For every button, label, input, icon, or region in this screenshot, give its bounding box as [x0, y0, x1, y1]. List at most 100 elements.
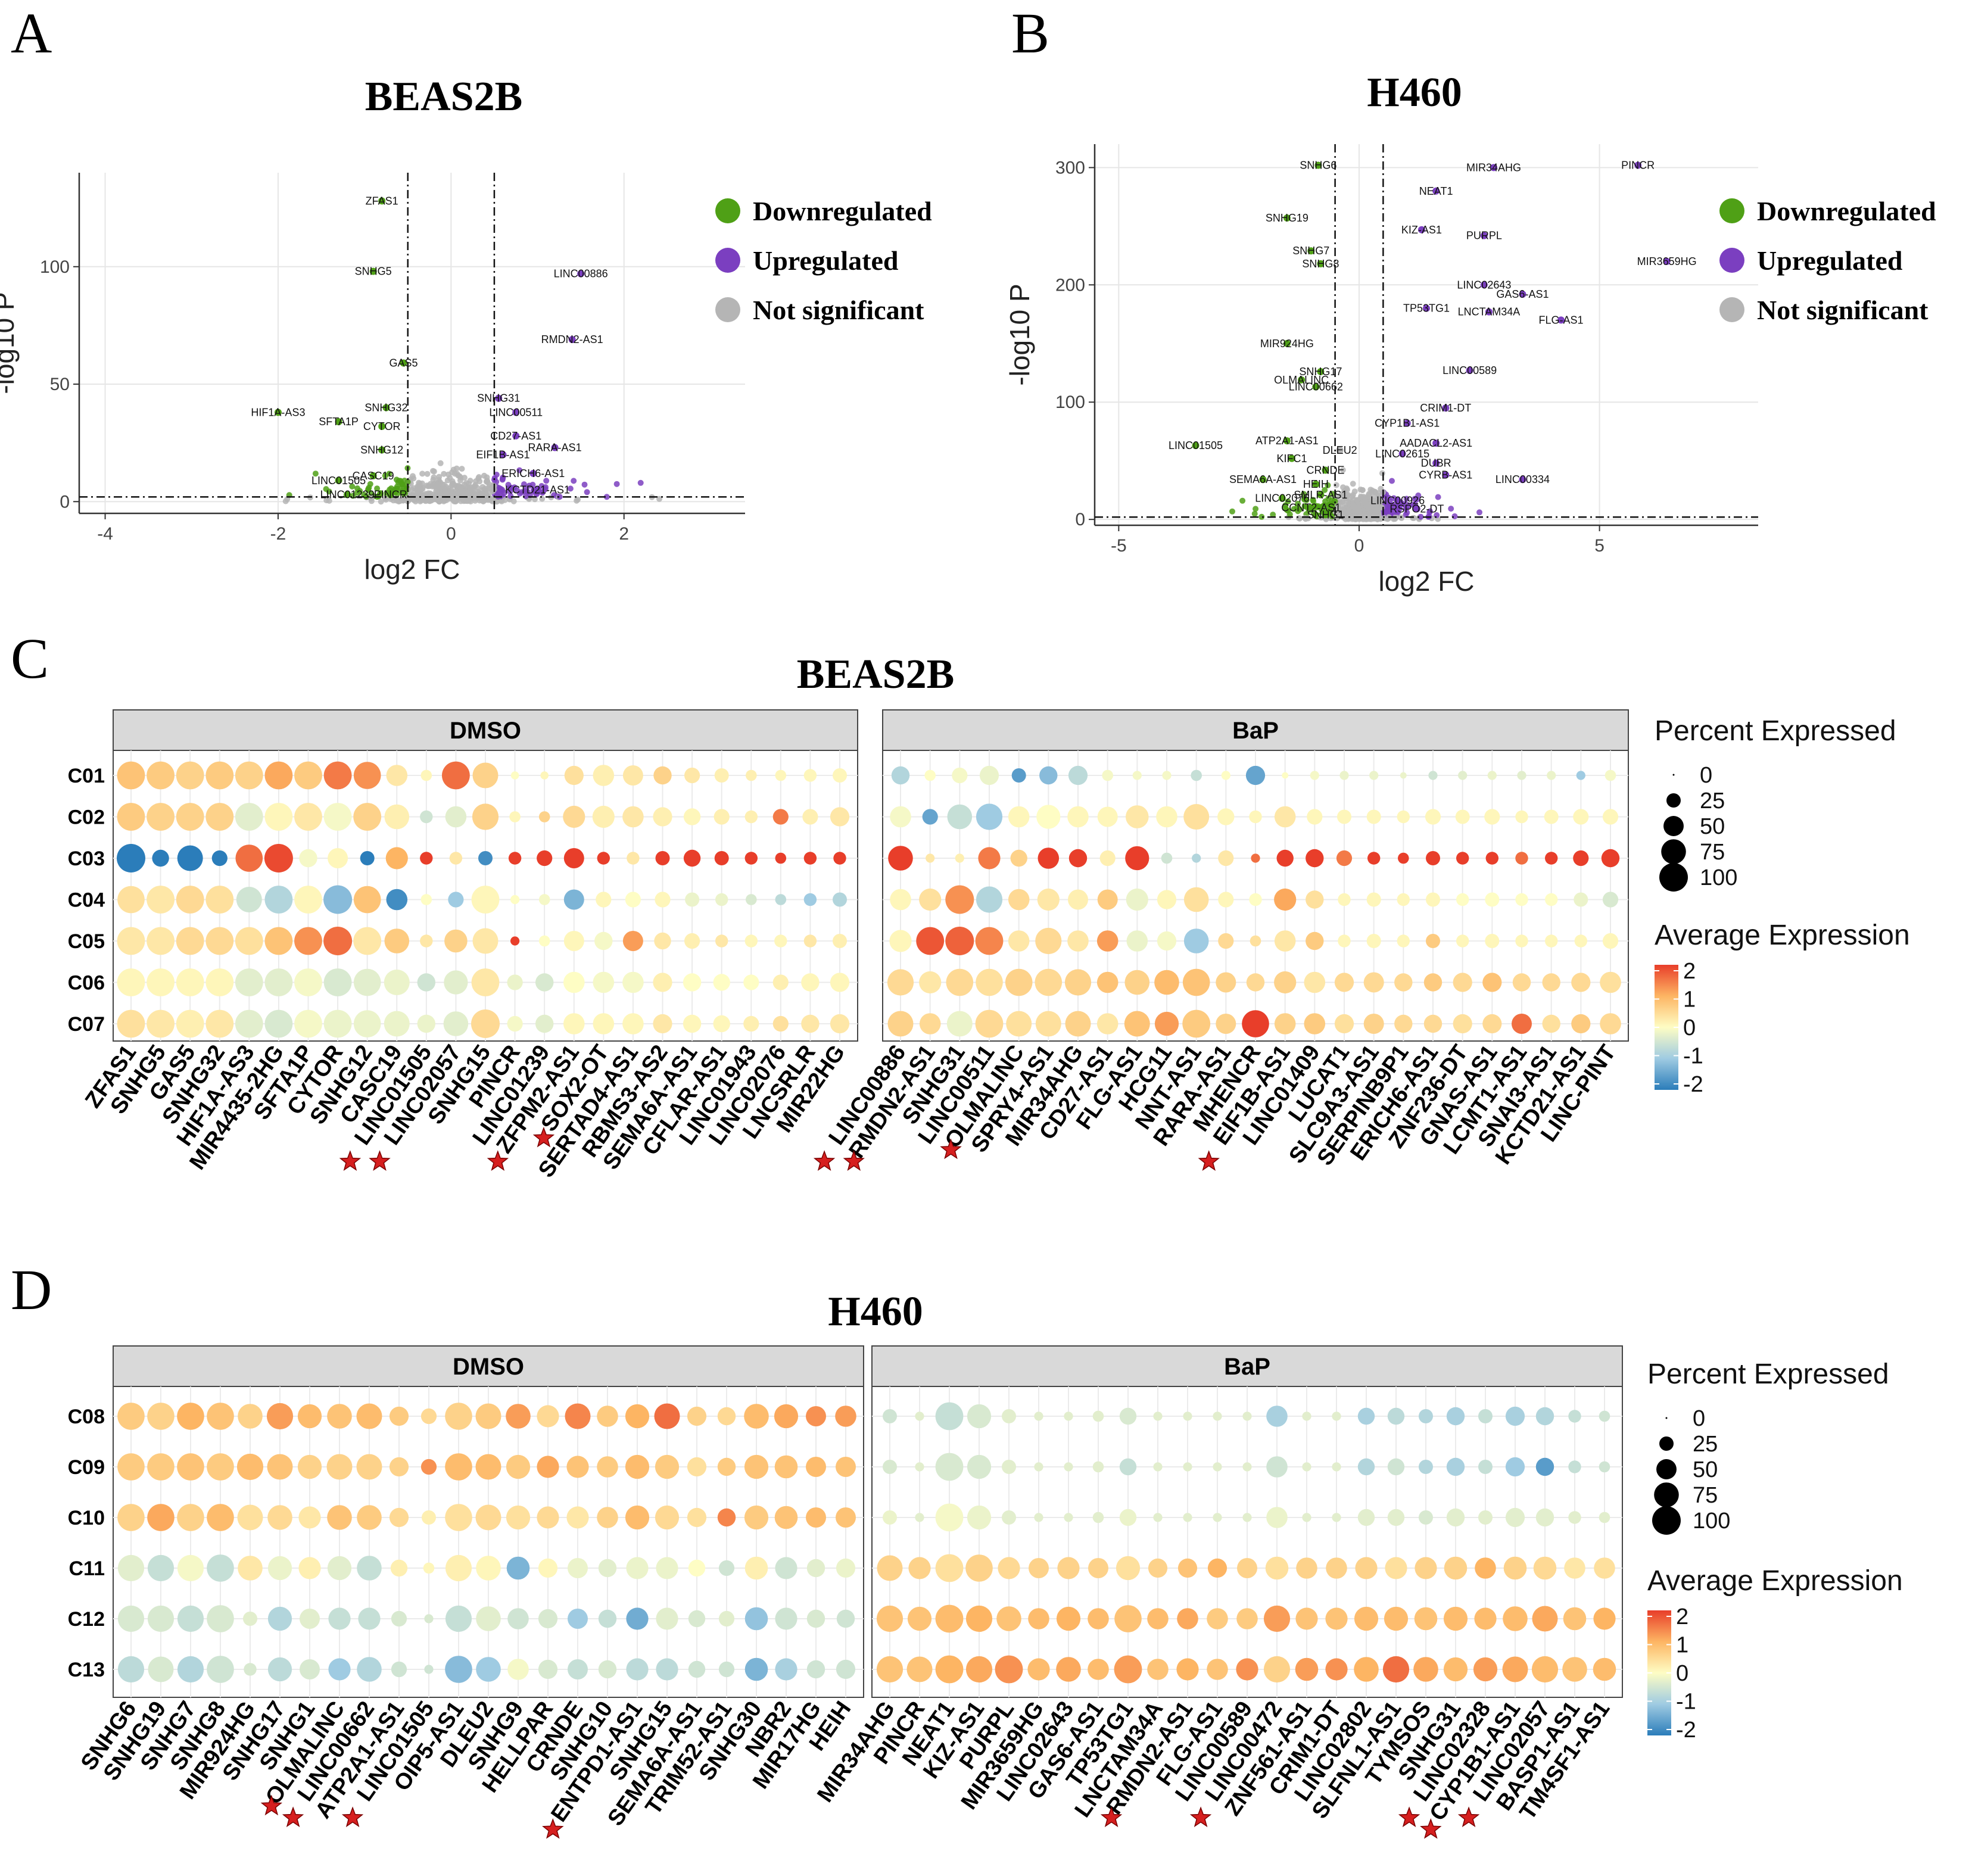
dot-c12-hellpar	[538, 1609, 558, 1629]
dot-c05-lcmt1-as1	[1515, 934, 1528, 948]
dot-c01-zfas1	[117, 761, 145, 790]
panel-b-volcano: B H460 0 100 200 300 -5 0 5 SNHG6 MIR34AHG PINCR NEA…	[1004, 1, 1936, 597]
dot-c12-mir34ahg	[876, 1605, 904, 1632]
star-entpd1-as1	[542, 1818, 564, 1839]
dot-c07-linc01943	[743, 1015, 759, 1032]
dot-c02-mir22hg	[830, 807, 850, 827]
dot-c05-spry4-as1	[1035, 927, 1062, 955]
point	[510, 498, 517, 504]
dot-c07-sox2-ot	[593, 1013, 615, 1034]
dot-c11-entpd1-as1	[626, 1557, 649, 1579]
dot-c07-sema6a-as1	[683, 1014, 702, 1033]
dot-c10-snhg10	[597, 1507, 618, 1528]
dot-c01-eif1b-as1	[1282, 772, 1289, 779]
point	[1310, 498, 1317, 504]
dot-c08-tm4sf1-as1	[1599, 1410, 1610, 1422]
size-legend-label-25: 25	[1693, 1432, 1718, 1457]
point-lnctam34a	[1485, 308, 1493, 316]
point-atp2a1-as1	[1283, 437, 1291, 445]
dot-c13-neat1	[935, 1655, 964, 1684]
dot-c11-linc02802	[1355, 1557, 1378, 1579]
dot-c12-tymsos	[1414, 1607, 1438, 1631]
dot-c05-lncsrlr	[803, 934, 817, 948]
dot-c10-snhg19	[147, 1504, 175, 1531]
point-snhg31	[495, 394, 503, 402]
label-smlr-as1: SMLR-AS1	[1294, 489, 1347, 501]
dot-c05-sema6a-as1	[684, 933, 700, 949]
dot-c11-snhg1	[298, 1557, 321, 1579]
point	[500, 475, 506, 482]
point-snhg1	[1322, 511, 1329, 519]
point	[1448, 506, 1454, 512]
plot-title: BEAS2B	[797, 652, 955, 697]
size-legend-label-75: 75	[1693, 1483, 1718, 1508]
label-snhg5: SNHG5	[355, 266, 392, 278]
point-cytor	[378, 423, 386, 431]
dot-c13-heih	[836, 1659, 856, 1679]
dot-c06-linc01505	[417, 973, 435, 992]
dot-c13-gas6-as1	[1088, 1659, 1109, 1680]
dot-c03-lucat1	[1336, 850, 1353, 867]
dot-c09-cyp1b1-as1	[1505, 1457, 1525, 1477]
dot-c10-linc02328	[1478, 1510, 1493, 1525]
dot-c12-flg-as1	[1207, 1608, 1228, 1629]
dot-c02-sox2-ot	[592, 805, 615, 828]
dot-c12-znf561-as1	[1295, 1607, 1318, 1630]
dot-c08-dleu2	[475, 1403, 501, 1429]
point-heih	[1312, 481, 1320, 488]
dot-c11-snhg8	[207, 1554, 234, 1582]
dot-c08-flg-as1	[1213, 1411, 1222, 1421]
dot-c09-tp53tg1	[1119, 1458, 1137, 1476]
dot-c06-zfpm2-as1	[563, 971, 585, 993]
dot-c04-zfpm2-as1	[563, 889, 584, 910]
label-snhg8: SNHG8	[1302, 258, 1339, 270]
point-linc00662	[1312, 383, 1320, 391]
dot-c12-kiz-as1	[965, 1605, 993, 1632]
label-snhg31: SNHG31	[477, 392, 520, 404]
point	[1412, 496, 1418, 502]
star-olmalinc	[940, 1138, 962, 1160]
dot-c05-cd27-as1	[1096, 930, 1119, 952]
dot-c11-purpl	[998, 1557, 1020, 1579]
dot-c07-sfta1p	[294, 1009, 322, 1038]
point	[1335, 504, 1342, 510]
dot-c03-snhg12	[360, 851, 375, 865]
dot-c08-snhg30	[744, 1404, 769, 1429]
panel-letter: B	[1011, 1, 1049, 65]
dot-c03-sema6a-as1	[683, 849, 701, 867]
dot-c11-snhg15	[656, 1557, 678, 1579]
dot-c10-linc02643	[1064, 1513, 1073, 1522]
dot-c09-linc02802	[1357, 1458, 1375, 1476]
dot-c09-mir34ahg	[883, 1460, 897, 1474]
dot-c12-sema6a-as1	[688, 1610, 706, 1628]
point	[1366, 491, 1372, 497]
dot-c07-erich6-as1	[1423, 1014, 1443, 1033]
dot-c12-snhg9	[507, 1608, 529, 1629]
dot-c07-snhg31	[946, 1011, 973, 1037]
size-legend-label-100: 100	[1693, 1509, 1730, 1534]
point	[366, 484, 372, 491]
point	[1303, 497, 1310, 503]
dot-c05-linc00511	[975, 927, 1004, 955]
dot-c13-tm4sf1-as1	[1593, 1657, 1616, 1681]
dot-c04-slc9a3-as1	[1366, 892, 1381, 907]
point-linc02615	[1398, 450, 1406, 457]
dot-c01-snhg31	[952, 767, 968, 784]
dot-c09-lnctam34a	[1153, 1462, 1163, 1472]
dot-c09-linc02328	[1478, 1460, 1493, 1474]
dot-c06-serpinb9p1	[1394, 973, 1413, 992]
label-sfta1p: SFTA1P	[319, 416, 359, 428]
dot-c13-snhg31	[1443, 1657, 1468, 1682]
dot-c12-linc02802	[1354, 1606, 1379, 1631]
dot-c13-rmdn2-as1	[1176, 1658, 1199, 1681]
dot-c07-cflar-as1	[713, 1015, 730, 1033]
point	[419, 470, 426, 477]
dot-c10-linc02802	[1357, 1509, 1375, 1526]
dot-c08-lnctam34a	[1153, 1411, 1163, 1421]
dot-c05-gas5	[176, 927, 204, 955]
dot-c04-snhg32	[205, 886, 234, 914]
dot-c12-linc00472	[1263, 1605, 1291, 1632]
x-tick-label: -2	[270, 524, 286, 544]
dot-c09-heih	[836, 1457, 856, 1477]
point	[1301, 491, 1307, 497]
